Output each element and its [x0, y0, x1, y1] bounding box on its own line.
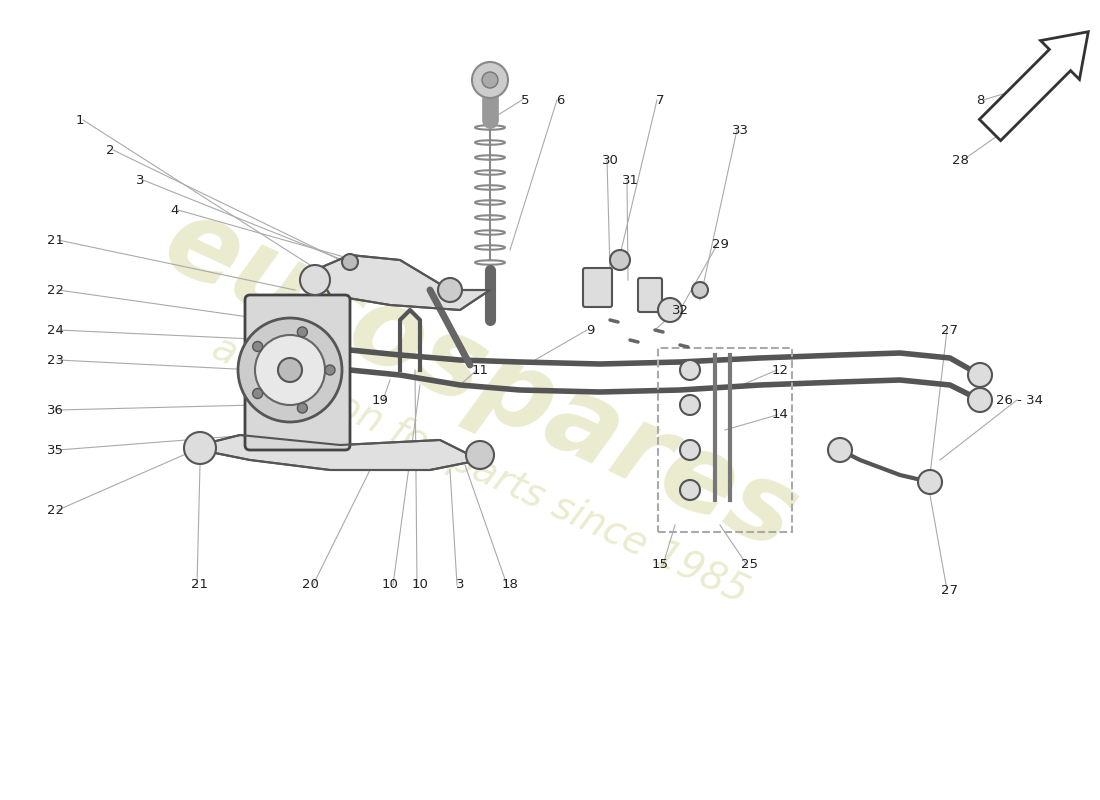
Text: 27: 27: [942, 323, 958, 337]
Circle shape: [968, 363, 992, 387]
Circle shape: [253, 342, 263, 351]
Text: 22: 22: [46, 503, 64, 517]
Text: 1: 1: [76, 114, 85, 126]
Text: 33: 33: [732, 123, 748, 137]
Text: 29: 29: [712, 238, 728, 251]
Text: 24: 24: [46, 323, 64, 337]
Circle shape: [610, 250, 630, 270]
Text: 21: 21: [191, 578, 209, 591]
Circle shape: [300, 265, 330, 295]
Text: 2: 2: [106, 143, 114, 157]
Text: 21: 21: [46, 234, 64, 246]
Circle shape: [918, 470, 942, 494]
FancyBboxPatch shape: [638, 278, 662, 312]
Text: 4: 4: [170, 203, 179, 217]
Text: 35: 35: [46, 443, 64, 457]
Text: 12: 12: [771, 363, 789, 377]
Text: 15: 15: [651, 558, 669, 571]
Circle shape: [680, 395, 700, 415]
Text: 5: 5: [520, 94, 529, 106]
Text: 11: 11: [472, 363, 488, 377]
Circle shape: [466, 441, 494, 469]
Circle shape: [238, 318, 342, 422]
Text: 28: 28: [952, 154, 968, 166]
Text: 32: 32: [671, 303, 689, 317]
Text: a passion for parts since 1985: a passion for parts since 1985: [206, 329, 755, 611]
Text: 10: 10: [411, 578, 428, 591]
Text: 9: 9: [586, 323, 594, 337]
Text: 7: 7: [656, 94, 664, 106]
Circle shape: [324, 365, 336, 375]
Text: 20: 20: [301, 578, 318, 591]
Text: 23: 23: [46, 354, 64, 366]
Text: 14: 14: [771, 409, 789, 422]
Text: 26 - 34: 26 - 34: [997, 394, 1044, 406]
FancyBboxPatch shape: [245, 295, 350, 450]
Circle shape: [438, 278, 462, 302]
Text: 22: 22: [46, 283, 64, 297]
Circle shape: [278, 358, 303, 382]
Text: 25: 25: [741, 558, 759, 571]
Polygon shape: [315, 255, 490, 310]
Text: eurospares: eurospares: [147, 187, 813, 573]
Text: 10: 10: [382, 578, 398, 591]
Text: 18: 18: [502, 578, 518, 591]
Circle shape: [828, 438, 852, 462]
Text: 27: 27: [942, 583, 958, 597]
Text: 6: 6: [556, 94, 564, 106]
Circle shape: [342, 254, 358, 270]
Circle shape: [297, 327, 307, 337]
Circle shape: [680, 360, 700, 380]
Text: 31: 31: [621, 174, 638, 186]
Text: 3: 3: [455, 578, 464, 591]
Circle shape: [658, 298, 682, 322]
Circle shape: [297, 403, 307, 413]
Circle shape: [255, 335, 324, 405]
Circle shape: [482, 72, 498, 88]
Circle shape: [692, 282, 708, 298]
Circle shape: [253, 389, 263, 398]
Polygon shape: [200, 435, 480, 470]
Circle shape: [680, 440, 700, 460]
Text: 30: 30: [602, 154, 618, 166]
FancyArrow shape: [979, 32, 1088, 141]
FancyBboxPatch shape: [583, 268, 612, 307]
Text: 8: 8: [976, 94, 984, 106]
Circle shape: [472, 62, 508, 98]
Circle shape: [968, 388, 992, 412]
Text: 3: 3: [135, 174, 144, 186]
Text: 36: 36: [46, 403, 64, 417]
Text: 19: 19: [372, 394, 388, 406]
Circle shape: [184, 432, 216, 464]
Circle shape: [680, 480, 700, 500]
